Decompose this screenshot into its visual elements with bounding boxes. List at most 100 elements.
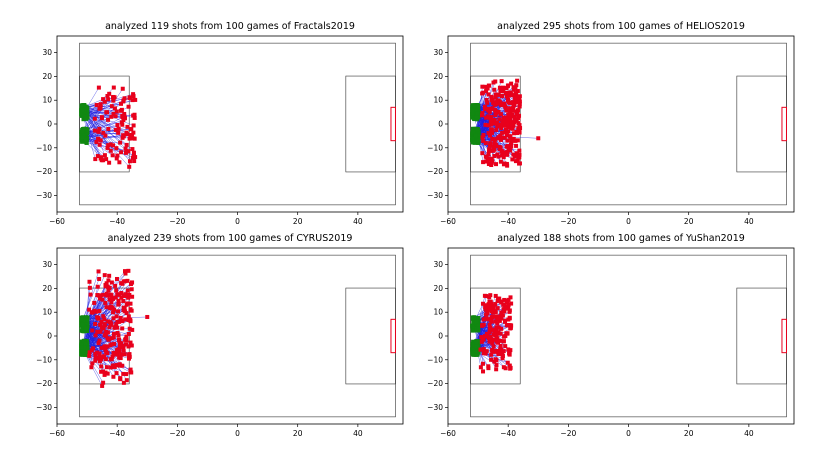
- shot-start-point: [115, 292, 120, 297]
- shot-start-point: [517, 104, 522, 109]
- shot-start-point: [490, 136, 495, 141]
- shot-start-point: [516, 100, 521, 105]
- shot-start-point: [99, 325, 104, 330]
- shot-line: [86, 87, 100, 108]
- shot-start-point: [480, 84, 485, 89]
- shot-end-point: [83, 341, 88, 346]
- shot-start-point: [116, 333, 121, 338]
- shot-start-point: [492, 118, 497, 123]
- shot-start-point: [495, 316, 500, 321]
- shot-start-point: [512, 117, 517, 122]
- shot-start-point: [500, 153, 505, 158]
- shot-start-point: [131, 113, 136, 118]
- shot-start-point: [127, 95, 132, 100]
- shot-start-point: [479, 113, 484, 118]
- shot-start-point: [132, 159, 137, 164]
- shot-end-point: [82, 329, 87, 334]
- shot-end-point: [471, 326, 476, 331]
- shot-start-point: [511, 123, 516, 128]
- shot-start-point: [99, 364, 104, 369]
- shot-start-point: [489, 338, 494, 343]
- shot-end-point: [474, 319, 479, 324]
- shot-start-point: [90, 361, 95, 366]
- shot-end-point: [80, 322, 85, 327]
- shot-start-point: [128, 340, 133, 345]
- shot-start-point: [113, 127, 118, 132]
- shot-start-point: [101, 292, 106, 297]
- shot-start-point: [493, 111, 498, 116]
- shot-start-point: [112, 341, 117, 346]
- shot-start-point: [96, 269, 101, 274]
- shot-start-point: [120, 114, 125, 119]
- shot-start-point: [504, 152, 509, 157]
- shot-start-point: [111, 111, 116, 116]
- shot-start-point: [87, 353, 92, 358]
- shot-start-point: [495, 298, 500, 303]
- shot-start-point: [123, 317, 128, 322]
- shot-start-point: [111, 95, 116, 100]
- shot-start-point: [508, 366, 513, 371]
- shot-start-point: [118, 319, 123, 324]
- shot-start-point: [114, 146, 119, 151]
- shot-start-point: [512, 131, 517, 136]
- shot-end-point: [476, 350, 481, 355]
- shot-start-point: [495, 321, 500, 326]
- shot-start-point: [496, 325, 501, 330]
- shot-start-point: [483, 334, 488, 339]
- shot-end-point: [471, 320, 476, 325]
- shot-start-point: [495, 336, 500, 341]
- shot-start-point: [481, 160, 486, 165]
- shot-start-point: [499, 137, 504, 142]
- shot-start-point: [514, 143, 519, 148]
- shot-start-point: [508, 109, 513, 114]
- shot-start-point: [102, 273, 107, 278]
- shot-start-point: [513, 98, 518, 103]
- shot-end-point: [79, 345, 84, 350]
- x-tick-label: 40: [744, 429, 754, 438]
- chart-panel-4: analyzed 188 shots from 100 games of YuS…: [427, 233, 795, 438]
- shot-start-point: [490, 349, 495, 354]
- shot-start-point: [128, 301, 133, 306]
- shot-start-point: [489, 352, 494, 357]
- shot-end-point: [476, 326, 481, 331]
- shot-start-point: [131, 150, 136, 155]
- x-tick-label: 0: [626, 429, 631, 438]
- shot-start-point: [131, 136, 136, 141]
- shot-start-point: [506, 112, 511, 117]
- shot-start-point: [490, 341, 495, 346]
- shot-start-point: [516, 121, 521, 126]
- shot-start-point: [102, 99, 107, 104]
- shot-end-point: [83, 116, 88, 121]
- shot-start-point: [123, 271, 128, 276]
- shot-start-point: [110, 153, 115, 158]
- y-tick-label: −10: [427, 355, 443, 364]
- shot-start-point: [481, 138, 486, 143]
- shot-start-point: [108, 343, 113, 348]
- shot-start-point: [121, 380, 126, 385]
- shot-start-point: [483, 351, 488, 356]
- shot-start-points: [479, 78, 541, 168]
- x-tick-label: 20: [684, 429, 694, 438]
- x-tick-label: 20: [293, 429, 303, 438]
- shot-end-point: [85, 130, 90, 135]
- shot-start-point: [484, 155, 489, 160]
- shot-start-point: [517, 161, 522, 166]
- shot-end-point: [471, 130, 476, 135]
- shot-start-point: [105, 330, 110, 335]
- shot-start-point: [483, 122, 488, 127]
- shot-end-point: [473, 133, 478, 138]
- shot-start-point: [496, 351, 501, 356]
- right-penalty-box: [736, 287, 787, 385]
- shot-start-point: [499, 326, 504, 331]
- shot-start-point: [508, 90, 513, 95]
- shot-start-point: [90, 328, 95, 333]
- shot-end-point: [476, 129, 481, 134]
- shot-start-point: [123, 309, 128, 314]
- shot-start-point: [501, 115, 506, 120]
- shot-start-point: [490, 106, 495, 111]
- shot-start-point: [129, 343, 134, 348]
- shot-start-point: [97, 359, 102, 364]
- shot-end-point: [80, 138, 85, 143]
- shot-start-point: [489, 319, 494, 324]
- shot-start-point: [114, 349, 119, 354]
